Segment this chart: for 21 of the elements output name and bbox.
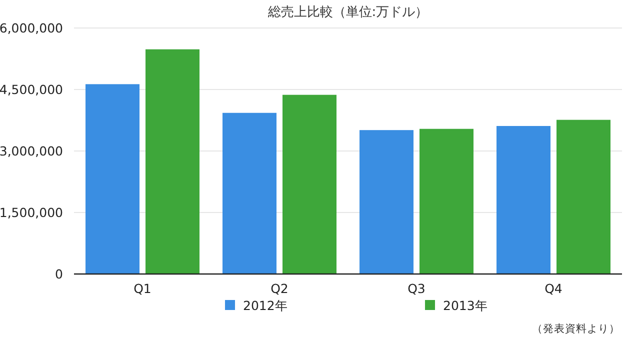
bar [146,49,200,274]
y-tick-label: 3,000,000 [0,144,64,158]
y-tick-label: 1,500,000 [0,205,64,220]
bar [360,130,414,274]
x-tick-label: Q2 [270,281,288,296]
annotation: （発表資料より） [532,323,620,335]
y-tick-label: 6,000,000 [0,20,64,36]
bar [556,120,610,274]
legend-label: 2012年 [243,298,288,313]
bar [420,128,474,274]
bar [282,94,336,274]
title: 総売上比較（単位:万ドル） [268,5,428,20]
x-tick-label: Q3 [408,281,426,296]
x-tick-label: Q1 [134,281,152,296]
x-tick-label: Q4 [544,281,562,296]
legend-label: 2013年 [443,298,488,313]
bar [496,126,550,274]
bar [86,84,140,274]
y-tick-label: 4,500,000 [0,82,64,97]
y-tick-label: 0 [55,266,64,282]
bar [222,112,276,274]
